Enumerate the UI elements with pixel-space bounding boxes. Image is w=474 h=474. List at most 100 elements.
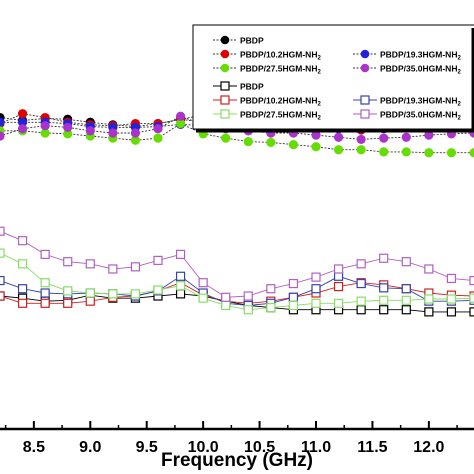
x-axis-title: Frequency (GHz) xyxy=(161,450,313,471)
data-point xyxy=(243,305,253,315)
data-point xyxy=(175,111,186,121)
data-point xyxy=(153,124,163,134)
legend-label: PBDP/35.0HGM-NH2 xyxy=(380,64,461,76)
data-point xyxy=(175,271,186,281)
data-point xyxy=(175,118,186,129)
data-point xyxy=(356,134,366,145)
data-point xyxy=(469,293,474,303)
legend-item: PBDP/10.2HGM-NH2 xyxy=(213,50,321,62)
data-point xyxy=(17,236,28,246)
data-point xyxy=(333,132,344,142)
series-line xyxy=(0,123,474,154)
series-4 xyxy=(0,118,474,158)
data-point xyxy=(356,305,366,315)
data-point xyxy=(243,291,253,301)
data-point xyxy=(63,129,73,139)
data-point xyxy=(17,284,28,294)
data-point xyxy=(401,295,411,305)
legend-label: PBDP/19.3HGM-NH2 xyxy=(380,50,461,62)
legend-marker xyxy=(360,95,370,105)
legend-label: PBDP/27.5HGM-NH2 xyxy=(240,110,321,122)
data-point xyxy=(288,292,299,302)
data-point xyxy=(198,278,208,288)
data-point xyxy=(266,137,276,148)
data-point xyxy=(130,135,141,145)
data-point xyxy=(175,289,186,299)
data-point xyxy=(108,264,118,274)
data-point xyxy=(108,128,118,138)
legend-item: PBDP xyxy=(213,36,264,46)
data-point xyxy=(40,278,50,288)
data-point xyxy=(40,249,50,259)
data-point xyxy=(153,255,163,266)
legend-item: PBDP xyxy=(213,81,264,92)
data-point xyxy=(40,288,50,298)
series-line xyxy=(0,282,474,304)
legend-marker xyxy=(220,81,230,91)
data-point xyxy=(424,294,434,304)
data-point xyxy=(175,249,186,259)
data-point xyxy=(333,298,344,308)
data-point xyxy=(130,289,141,299)
data-point xyxy=(85,296,95,306)
data-point xyxy=(469,148,474,158)
data-point xyxy=(356,278,366,289)
data-point xyxy=(469,307,474,317)
legend-box xyxy=(192,24,474,130)
data-point xyxy=(356,296,366,306)
x-axis-ticks: 8.5 9.0 9.5 10.0 10.5 11.0 11.5 12.0 xyxy=(4,421,458,456)
legend-item: PBDP/19.3HGM-NH2 xyxy=(353,95,461,108)
legend-item: PBDP/10.2HGM-NH2 xyxy=(213,95,321,108)
legend-label: PBDP/10.2HGM-NH2 xyxy=(240,96,321,108)
data-point xyxy=(288,278,299,289)
x-tick-label: 11.0 xyxy=(301,439,331,456)
data-point xyxy=(424,130,434,140)
data-point xyxy=(221,300,231,311)
data-point xyxy=(379,147,389,157)
data-point xyxy=(0,248,5,258)
data-point xyxy=(401,147,411,157)
legend-label: PBDP xyxy=(240,36,264,46)
legend-marker xyxy=(220,49,230,59)
legend-label: PBDP/19.3HGM-NH2 xyxy=(380,96,461,108)
legend-marker xyxy=(220,63,230,73)
data-point xyxy=(288,139,299,150)
data-point xyxy=(40,298,50,308)
legend-label: PBDP xyxy=(240,82,264,92)
data-point xyxy=(333,281,344,292)
data-point xyxy=(401,284,411,294)
data-point xyxy=(446,148,457,158)
data-point xyxy=(0,117,5,127)
data-point xyxy=(17,259,28,269)
legend-label: PBDP/10.2HGM-NH2 xyxy=(240,50,321,62)
x-tick-label: 11.5 xyxy=(357,439,387,456)
data-point xyxy=(379,283,389,293)
legend-marker xyxy=(360,63,370,73)
data-point xyxy=(446,294,457,304)
legend-label: PBDP/35.0HGM-NH2 xyxy=(380,110,461,122)
data-point xyxy=(379,295,389,305)
series-line xyxy=(0,252,474,311)
data-point xyxy=(63,122,73,133)
legend-item: PBDP/27.5HGM-NH2 xyxy=(213,64,321,76)
legend-item: PBDP/19.3HGM-NH2 xyxy=(353,50,461,62)
data-point xyxy=(311,284,321,294)
data-point xyxy=(17,117,28,127)
legend-item: PBDP/35.0HGM-NH2 xyxy=(353,109,461,122)
data-point xyxy=(198,293,208,303)
legend-label: PBDP/27.5HGM-NH2 xyxy=(240,64,321,76)
data-point xyxy=(311,130,321,140)
data-point xyxy=(17,298,28,308)
data-point xyxy=(243,136,253,147)
legend-marker xyxy=(220,109,230,119)
data-point xyxy=(0,275,5,286)
x-tick-label: 9.5 xyxy=(136,439,158,456)
data-point xyxy=(153,285,163,295)
data-point xyxy=(401,257,411,267)
legend-marker xyxy=(360,109,370,119)
data-point xyxy=(63,257,73,267)
data-point xyxy=(288,300,299,311)
data-point xyxy=(266,284,276,294)
data-point xyxy=(469,275,474,286)
